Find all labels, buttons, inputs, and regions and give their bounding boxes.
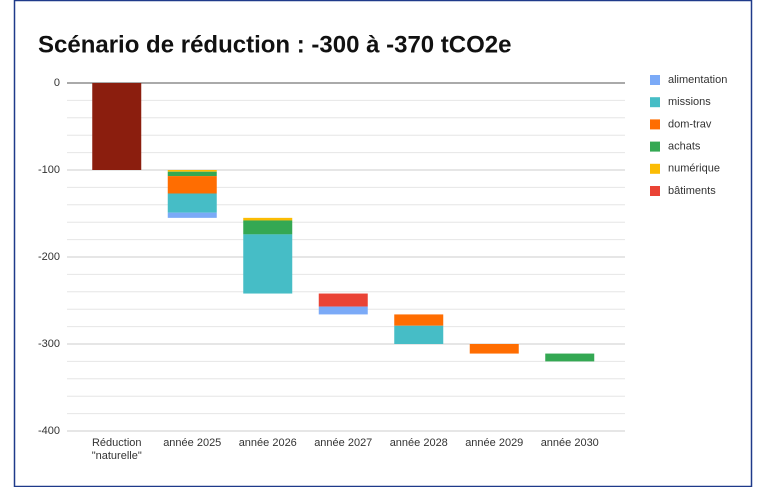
y-tick-label: -300 bbox=[38, 338, 60, 350]
x-tick-label: année 2028 bbox=[389, 437, 448, 449]
y-tick-label: -200 bbox=[38, 251, 60, 263]
legend-swatch bbox=[650, 97, 660, 108]
bar-segment bbox=[167, 212, 217, 218]
y-tick-label: 0 bbox=[54, 77, 60, 89]
x-tick-label: année 2027 bbox=[314, 437, 373, 449]
bar-segment bbox=[318, 306, 368, 315]
bar bbox=[92, 83, 142, 170]
x-tick-label: année 2030 bbox=[540, 437, 599, 449]
bar-segment bbox=[394, 314, 444, 326]
x-tick-label: année 2026 bbox=[238, 437, 297, 449]
bar-segment bbox=[318, 293, 368, 307]
legend-label: alimentation bbox=[668, 74, 727, 86]
y-tick-label: -400 bbox=[38, 425, 60, 437]
bar-segment bbox=[243, 220, 293, 235]
frame bbox=[13, 0, 753, 487]
x-tick-label: Réduction "naturelle" bbox=[91, 437, 142, 462]
legend-label: achats bbox=[668, 141, 701, 153]
legend-swatch bbox=[650, 163, 660, 174]
legend-swatch bbox=[650, 186, 660, 196]
legend-label: bâtiments bbox=[668, 185, 716, 197]
bar-segment bbox=[545, 353, 595, 362]
legend-label: missions bbox=[668, 96, 711, 108]
legend-label: dom-trav bbox=[668, 118, 712, 130]
chart-title: Scénario de réduction : -300 à -370 tCO2… bbox=[38, 31, 512, 58]
y-tick-label: -100 bbox=[38, 164, 60, 176]
bar-segment bbox=[167, 170, 217, 172]
bar-segment bbox=[243, 234, 293, 294]
bar-segment bbox=[243, 217, 293, 221]
x-tick-label: année 2029 bbox=[465, 437, 524, 449]
bar-segment bbox=[167, 176, 217, 194]
bar-segment bbox=[394, 325, 444, 344]
x-tick-label: année 2025 bbox=[163, 437, 222, 449]
bar-segment bbox=[167, 193, 217, 213]
legend-label: numérique bbox=[668, 163, 720, 175]
legend-swatch bbox=[650, 119, 660, 130]
legend-swatch bbox=[650, 75, 660, 85]
bar-segment bbox=[469, 344, 519, 354]
bar-segment bbox=[167, 171, 217, 177]
legend-swatch bbox=[650, 141, 660, 152]
